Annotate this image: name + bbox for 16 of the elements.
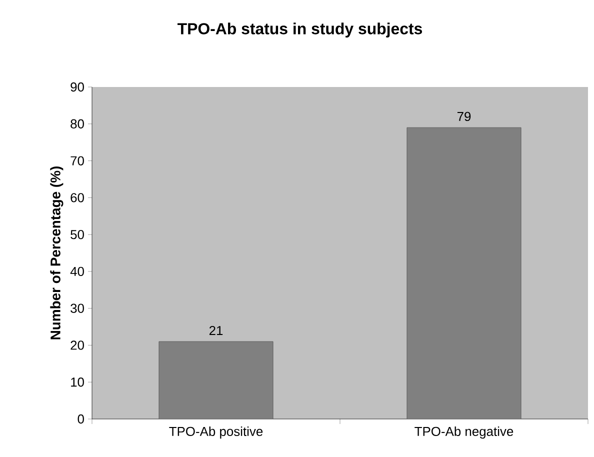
y-tick-label: 60 bbox=[70, 193, 84, 202]
y-tick-label: 20 bbox=[70, 340, 84, 350]
data-label: 21 bbox=[209, 326, 223, 336]
data-label: 79 bbox=[457, 112, 471, 122]
y-tick-label: 50 bbox=[70, 230, 84, 240]
y-axis-title: Number of Percentage (%) bbox=[50, 166, 64, 340]
y-tick-label: 70 bbox=[70, 156, 84, 166]
y-tick-label: 90 bbox=[70, 82, 84, 92]
y-tick-label: 30 bbox=[70, 304, 84, 313]
y-tick-label: 10 bbox=[71, 378, 84, 387]
y-tick-label: 0 bbox=[78, 414, 84, 424]
chart-title: TPO-Ab status in study subjects bbox=[178, 22, 422, 38]
x-tick-label: TPO-Ab negative bbox=[414, 426, 514, 439]
x-tick-label: TPO-Ab positive bbox=[169, 426, 263, 439]
y-tick-label: 80 bbox=[70, 119, 84, 128]
y-tick-label: 40 bbox=[70, 266, 84, 276]
